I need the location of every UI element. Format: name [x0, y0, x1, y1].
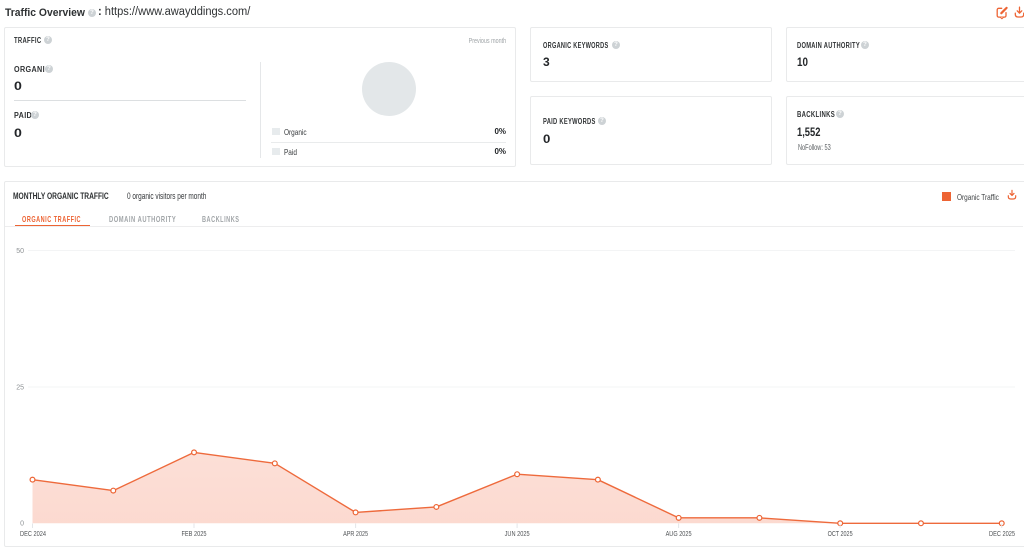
- svg-text:DEC 2025: DEC 2025: [989, 531, 1015, 538]
- svg-text:AUG 2025: AUG 2025: [666, 531, 692, 538]
- svg-text:0: 0: [20, 521, 24, 528]
- svg-text:JUN 2025: JUN 2025: [505, 531, 530, 538]
- svg-text:OCT 2025: OCT 2025: [828, 531, 853, 538]
- svg-text:FEB 2025: FEB 2025: [182, 531, 207, 538]
- svg-text:50: 50: [16, 248, 24, 255]
- svg-text:APR 2025: APR 2025: [343, 531, 368, 538]
- svg-text:DEC 2024: DEC 2024: [20, 531, 46, 538]
- svg-text:25: 25: [16, 385, 24, 392]
